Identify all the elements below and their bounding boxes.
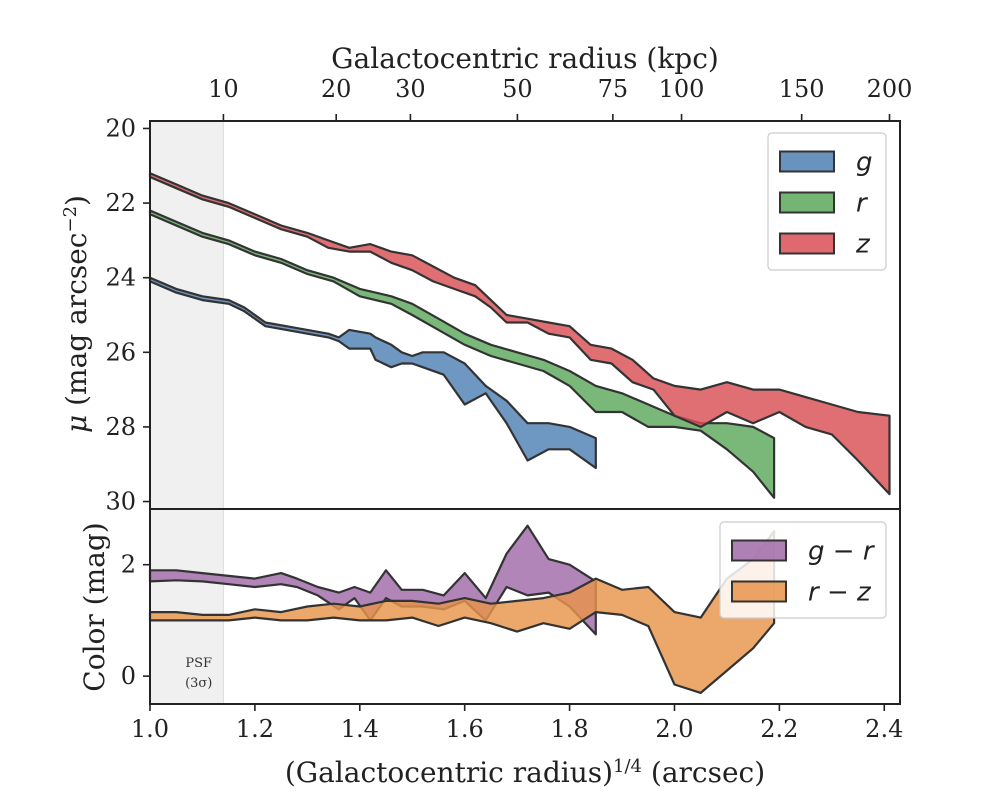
top-x-tick-label: 150 [779,75,825,103]
top-x-tick-label: 10 [208,75,239,103]
y-tick-label: 28 [105,413,136,441]
legend-label: r − z [808,578,872,608]
bottom-panel-frame [149,508,901,705]
bottom-x-axis-label: (Galactocentric radius)1/4 (arcsec) [285,756,765,790]
psf-region-top [150,121,224,509]
color-y-tick-label: 0 [121,662,136,690]
top-x-tick-label: 30 [395,75,426,103]
top-x-tick-label: 75 [598,75,629,103]
psf-sigma-label: (3σ) [185,676,212,691]
x-tick-label: 2.0 [655,715,693,743]
surface-brightness-bands [148,172,891,499]
y-tick-label: 30 [105,488,136,516]
psf-region-bottom [150,509,224,704]
x-tick-label: 1.6 [446,715,484,743]
legend-swatch [779,232,835,255]
legend-swatch [779,150,835,173]
y-tick-label: 20 [105,114,136,142]
band-g [148,276,597,470]
band-rz [148,530,776,695]
legend-swatch [731,539,787,562]
legend-bottom: g − r r − z [719,521,887,619]
band-z [148,172,891,496]
y-tick-label: 22 [105,189,136,217]
top-x-tick-label: 100 [659,75,705,103]
legend-label: g − r [808,537,876,567]
axis-ticks: 1.0 1.2 1.4 1.6 1.8 2.0 2.2 2.410 20 30 50 75 100 150… [105,75,912,743]
x-tick-label: 1.8 [550,715,588,743]
color-y-tick-label: 2 [121,551,136,579]
x-tick-label: 1.0 [131,715,169,743]
legend-label: r [856,189,869,219]
legend-label: g [856,148,873,178]
top-x-tick-label: 50 [502,75,533,103]
top-y-axis-label: μ (mag arcsec−2) [60,195,94,433]
legend-swatch [779,191,835,214]
psf-label: PSF [185,656,212,671]
y-tick-label: 24 [105,264,136,292]
color-bands [148,524,776,695]
x-tick-label: 1.4 [341,715,379,743]
bottom-y-axis-label: Color (mag) [78,522,111,691]
y-tick-label: 26 [105,338,136,366]
legend-swatch [731,580,787,603]
band-r [148,209,776,499]
legend-label: z [855,230,871,260]
top-x-tick-label: 200 [867,75,913,103]
x-tick-label: 2.2 [760,715,798,743]
legend-top: grz [767,132,887,271]
x-tick-label: 2.4 [865,715,903,743]
top-x-axis-label: Galactocentric radius (kpc) [331,42,719,75]
x-tick-label: 1.2 [236,715,274,743]
top-x-tick-label: 20 [321,75,352,103]
